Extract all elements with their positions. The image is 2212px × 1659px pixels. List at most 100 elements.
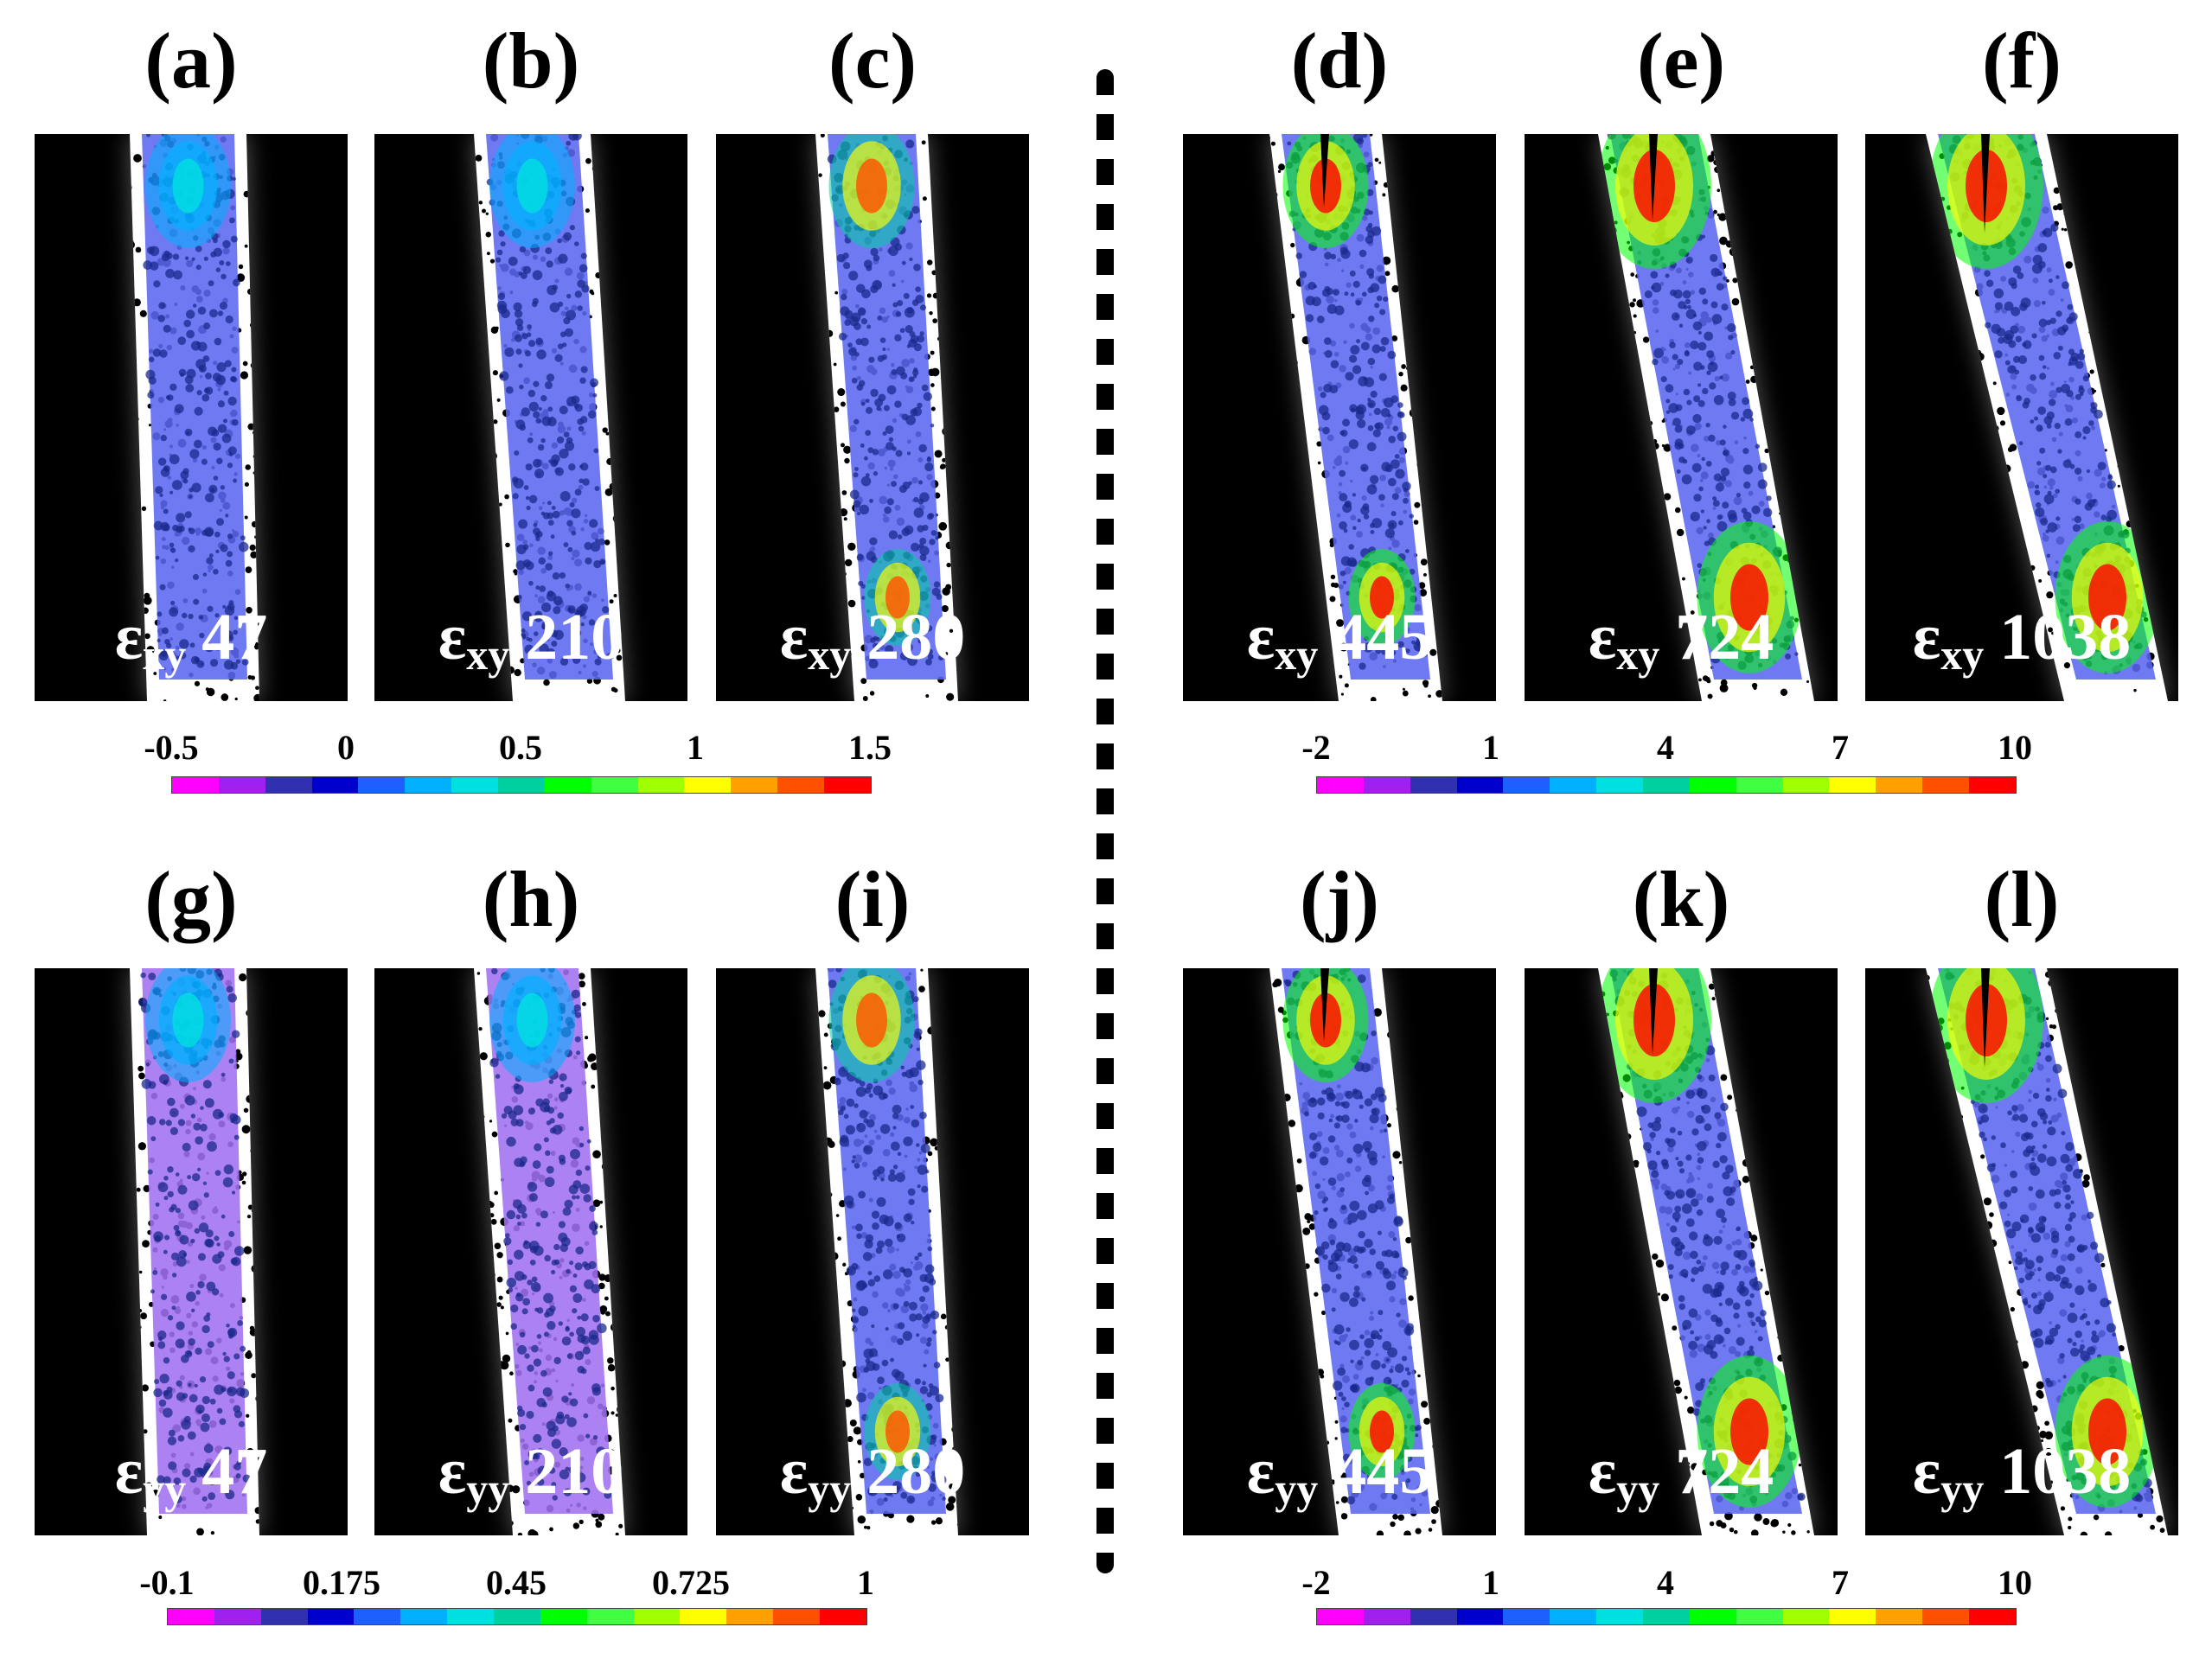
colorbar-segment bbox=[1456, 1609, 1504, 1624]
strain-symbol: ε bbox=[1246, 601, 1275, 673]
colorbar-segment bbox=[544, 777, 591, 793]
strain-component: yy bbox=[1275, 1464, 1319, 1513]
strain-symbol: ε bbox=[1912, 601, 1941, 673]
strain-frame-label: εxy 280 bbox=[716, 603, 1029, 689]
colorbar-segment bbox=[540, 1609, 587, 1624]
colorbar-segment bbox=[1922, 777, 1970, 793]
colorbar-segment bbox=[1363, 777, 1410, 793]
colorbar-segment bbox=[1922, 1609, 1970, 1624]
colorbar-segment bbox=[1689, 1609, 1736, 1624]
colorbar-ticks: -0.1 0.175 0.45 0.725 1 bbox=[139, 1561, 874, 1605]
colorbar-segment bbox=[1829, 777, 1876, 793]
strain-symbol: ε bbox=[1588, 1435, 1617, 1508]
colorbar-segment bbox=[1689, 777, 1736, 793]
colorbar-segment bbox=[824, 777, 871, 793]
frame-number: 1038 bbox=[1999, 1435, 2132, 1508]
colorbar bbox=[171, 776, 872, 794]
colorbar-segment bbox=[1736, 1609, 1783, 1624]
colorbar-segment bbox=[1456, 777, 1504, 793]
strain-symbol: ε bbox=[779, 601, 809, 673]
strain-symbol: ε bbox=[114, 601, 144, 673]
strain-component: xy bbox=[808, 630, 852, 679]
colorbar-ticks: -2 1 4 7 10 bbox=[1301, 1561, 2032, 1605]
colorbar-tick-label: 1.5 bbox=[848, 728, 892, 767]
colorbar-segment bbox=[168, 1609, 214, 1624]
strain-component: xy bbox=[1940, 630, 1985, 679]
colorbar-segment bbox=[1410, 777, 1457, 793]
colorbar-tick-label: 0.175 bbox=[303, 1563, 380, 1602]
dic-strain-image: εxy 1038 bbox=[1865, 134, 2178, 701]
strain-frame-label: εxy 210 bbox=[374, 603, 687, 689]
panel-label: (i) bbox=[834, 855, 911, 943]
dic-strain-image: εxy 47 bbox=[35, 134, 348, 701]
colorbar-tick-label: 0.45 bbox=[486, 1563, 547, 1602]
colorbar-tick-label: 1 bbox=[687, 728, 704, 767]
colorbar-segment bbox=[1969, 777, 2016, 793]
colorbar-segment bbox=[1550, 777, 1597, 793]
colorbar-segment bbox=[684, 777, 732, 793]
colorbar-ticks: -2 1 4 7 10 bbox=[1301, 726, 2032, 769]
colorbar-segment bbox=[498, 777, 545, 793]
frame-number: 724 bbox=[1675, 1435, 1774, 1508]
panel-label: (c) bbox=[828, 16, 917, 105]
dic-strain-image: εyy 1038 bbox=[1865, 968, 2178, 1535]
colorbar-segment bbox=[1643, 1609, 1690, 1624]
colorbar-segment bbox=[1736, 777, 1783, 793]
colorbar-segment bbox=[820, 1609, 866, 1624]
dic-strain-image: εxy 210 bbox=[374, 134, 687, 701]
strain-component: yy bbox=[466, 1464, 510, 1513]
colorbar bbox=[167, 1608, 867, 1625]
frame-number: 210 bbox=[525, 1435, 624, 1508]
strain-frame-label: εyy 1038 bbox=[1865, 1437, 2178, 1523]
dic-strain-image: εxy 280 bbox=[716, 134, 1029, 701]
strain-component: yy bbox=[808, 1464, 852, 1513]
strain-component: yy bbox=[143, 1464, 187, 1513]
strain-frame-label: εyy 280 bbox=[716, 1437, 1029, 1523]
dic-strain-image: εyy 210 bbox=[374, 968, 687, 1535]
strain-symbol: ε bbox=[779, 1435, 809, 1508]
colorbar-segment bbox=[447, 1609, 495, 1624]
dic-strain-image: εyy 445 bbox=[1183, 968, 1496, 1535]
colorbar-segment bbox=[358, 777, 406, 793]
strain-frame-label: εxy 445 bbox=[1183, 603, 1496, 689]
colorbar-segment bbox=[1596, 1609, 1644, 1624]
strain-component: yy bbox=[1940, 1464, 1985, 1513]
colorbar-segment bbox=[1876, 777, 1923, 793]
panel-label: (a) bbox=[144, 16, 238, 105]
dic-strain-image: εyy 724 bbox=[1525, 968, 1838, 1535]
strain-symbol: ε bbox=[1912, 1435, 1941, 1508]
colorbar-segment bbox=[1969, 1609, 2016, 1624]
colorbar-segment bbox=[214, 1609, 261, 1624]
colorbar-segment bbox=[400, 1609, 448, 1624]
strain-component: xy bbox=[466, 630, 510, 679]
frame-number: 1038 bbox=[1999, 601, 2132, 673]
strain-symbol: ε bbox=[1588, 601, 1617, 673]
dic-strain-image: εxy 445 bbox=[1183, 134, 1496, 701]
colorbar-tick-label: 1 bbox=[1482, 728, 1499, 767]
colorbar-segment bbox=[731, 777, 778, 793]
colorbar-segment bbox=[1410, 1609, 1457, 1624]
colorbar-tick-label: 10 bbox=[1998, 1563, 2032, 1602]
colorbar-tick-label: 1 bbox=[857, 1563, 874, 1602]
panel-label: (b) bbox=[482, 16, 580, 105]
colorbar-tick-label: -2 bbox=[1301, 1563, 1331, 1602]
colorbar-tick-label: 7 bbox=[1832, 1563, 1849, 1602]
colorbar-tick-label: 0.725 bbox=[652, 1563, 730, 1602]
colorbar-segment bbox=[218, 777, 265, 793]
strain-component: xy bbox=[1275, 630, 1319, 679]
colorbar-segment bbox=[1876, 1609, 1923, 1624]
panel-label: (j) bbox=[1300, 855, 1379, 943]
frame-number: 280 bbox=[866, 1435, 966, 1508]
strain-frame-label: εxy 47 bbox=[35, 603, 348, 689]
strain-frame-label: εyy 724 bbox=[1525, 1437, 1838, 1523]
strain-component: xy bbox=[143, 630, 187, 679]
colorbar-segment bbox=[405, 777, 452, 793]
colorbar-tick-label: -0.5 bbox=[144, 728, 199, 767]
frame-number: 280 bbox=[866, 601, 966, 673]
colorbar-segment bbox=[260, 1609, 308, 1624]
panel-label: (h) bbox=[482, 855, 580, 943]
colorbar-segment bbox=[1317, 777, 1364, 793]
colorbar-tick-label: 4 bbox=[1657, 728, 1674, 767]
colorbar-tick-label: -0.1 bbox=[139, 1563, 195, 1602]
strain-frame-label: εyy 445 bbox=[1183, 1437, 1496, 1523]
